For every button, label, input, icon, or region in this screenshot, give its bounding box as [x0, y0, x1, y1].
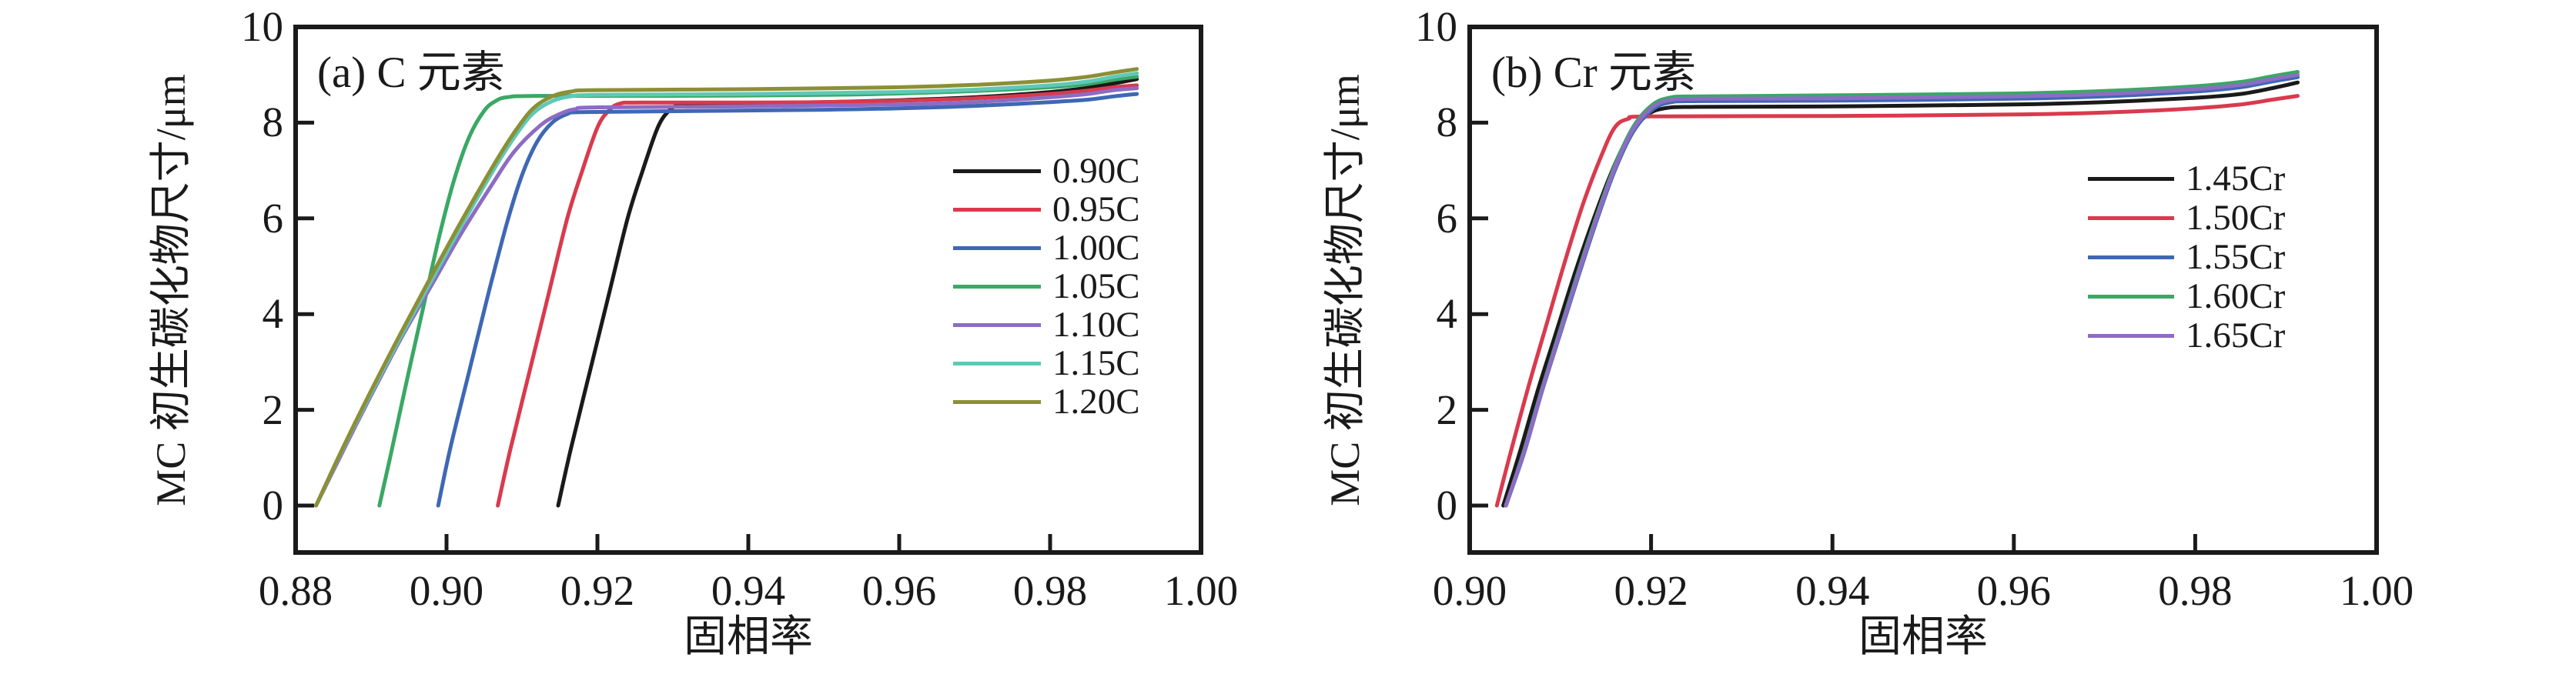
panel-b-y-tick-label: 10 — [1415, 3, 1457, 50]
legend-label: 1.55Cr — [2186, 237, 2286, 277]
panel-a-x-tick-label: 0.96 — [861, 567, 937, 614]
legend-swatch — [2088, 255, 2174, 259]
legend-label: 1.50Cr — [2186, 198, 2286, 238]
legend-swatch — [2088, 216, 2174, 220]
legend-item: 1.45Cr — [2088, 159, 2285, 199]
panel-a-x-tick-label: 0.90 — [409, 567, 484, 614]
legend-swatch — [953, 207, 1041, 212]
legend-item: 0.90C — [953, 152, 1140, 190]
panel-b-y-tick-label: 6 — [1436, 194, 1458, 242]
legend-label: 1.10C — [1052, 304, 1140, 345]
legend-swatch — [953, 169, 1041, 173]
legend-label: 0.95C — [1052, 189, 1140, 229]
legend-item: 0.95C — [953, 190, 1140, 229]
panel-a-x-tick-label: 0.88 — [258, 567, 333, 614]
panel-a-series-line-1.00C — [436, 92, 1139, 508]
legend-item: 1.60Cr — [2088, 277, 2285, 316]
panel-a-x-tick-label: 0.98 — [1012, 567, 1088, 614]
panel-a-legend: 0.90C 0.95C 1.00C 1.05C 1.10C 1.15C 1.20C — [953, 152, 1140, 421]
panel-a-series-line-1.20C — [314, 67, 1139, 508]
legend-swatch — [953, 322, 1041, 327]
legend-label: 1.15C — [1052, 342, 1140, 383]
panel-a-y-tick-label: 0 — [262, 482, 284, 529]
panel-b-y-tick-label: 4 — [1436, 290, 1458, 338]
legend-swatch — [2088, 334, 2174, 338]
legend-item: 1.15C — [953, 344, 1140, 382]
panel-b-legend: 1.45Cr 1.50Cr 1.55Cr 1.60Cr 1.65Cr — [2088, 159, 2285, 356]
legend-item: 1.65Cr — [2088, 316, 2285, 356]
panel-a-y-tick-label: 10 — [241, 3, 283, 50]
legend-swatch — [953, 284, 1041, 289]
panel-b-x-axis-title: 固相率 — [1858, 613, 1988, 661]
panel-b-x-tick-label: 0.96 — [1976, 567, 2051, 614]
legend-label: 1.65Cr — [2186, 315, 2286, 356]
panel-b-x-tick-label: 0.94 — [1795, 567, 1870, 614]
legend-label: 1.00C — [1052, 227, 1140, 268]
panel-a-title: (a) C 元素 — [317, 48, 505, 97]
panel-b-y-tick-label: 8 — [1436, 98, 1458, 146]
panel-a-x-tick-label: 0.92 — [560, 567, 635, 614]
panel-a-x-axis-title: 固相率 — [684, 613, 813, 661]
panel-b-x-tick-label: 1.00 — [2339, 567, 2414, 614]
panel-b-x-tick-label: 0.90 — [1432, 567, 1507, 614]
panel-a-x-tick-label: 0.94 — [711, 567, 786, 614]
legend-label: 0.90C — [1052, 150, 1140, 191]
legend-item: 1.50Cr — [2088, 199, 2285, 238]
panel-a-y-tick-label: 6 — [262, 194, 284, 242]
legend-label: 1.45Cr — [2186, 159, 2286, 199]
legend-swatch — [2088, 295, 2174, 299]
panel-b-y-tick-label: 0 — [1436, 482, 1458, 529]
panel-b-title: (b) Cr 元素 — [1491, 48, 1696, 97]
panel-b-series-line-1.45Cr — [1501, 80, 2300, 508]
legend-swatch — [2088, 177, 2174, 181]
panel-b-frame — [1467, 25, 2379, 555]
panel-b-y-tick-label: 2 — [1436, 386, 1458, 433]
panel-b-x-tick-label: 0.92 — [1614, 567, 1688, 614]
legend-swatch — [953, 245, 1041, 250]
legend-label: 1.60Cr — [2186, 276, 2286, 316]
panel-a-y-tick-label: 4 — [262, 290, 284, 338]
legend-item: 1.00C — [953, 229, 1140, 267]
legend-swatch — [953, 399, 1041, 404]
legend-swatch — [953, 361, 1041, 366]
legend-item: 1.55Cr — [2088, 238, 2285, 277]
legend-label: 1.05C — [1052, 265, 1140, 306]
legend-item: 1.20C — [953, 382, 1140, 421]
legend-item: 1.05C — [953, 267, 1140, 305]
panel-b-x-tick-label: 0.98 — [2158, 567, 2233, 614]
panel-b-series-line-1.65Cr — [1504, 72, 2300, 508]
legend-item: 1.10C — [953, 305, 1140, 344]
panel-a-y-tick-label: 2 — [262, 386, 284, 433]
panel-b-series-line-1.50Cr — [1494, 94, 2300, 508]
panel-a-y-tick-label: 8 — [262, 98, 284, 146]
legend-label: 1.20C — [1052, 381, 1140, 422]
panel-a-x-tick-label: 1.00 — [1163, 567, 1239, 614]
panel-a-series-line-0.95C — [496, 83, 1139, 508]
